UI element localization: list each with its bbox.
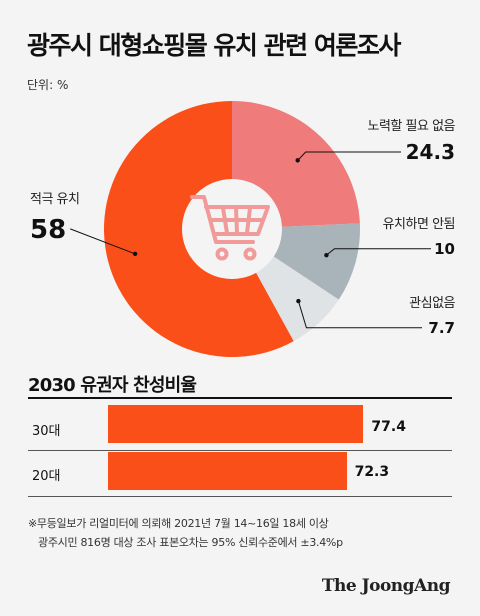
donut-hole	[182, 179, 282, 279]
brand-logo: The JoongAng	[321, 576, 451, 596]
callout-leader-line	[70, 228, 136, 255]
footnote-line-2: 광주시민 816명 대상 조사 표본오차는 95% 신뢰수준에서 ±3.4%p	[38, 536, 343, 549]
slice-value: 24.3	[406, 140, 455, 164]
bar-value-label: 72.3	[354, 464, 390, 480]
slice-label: 적극 유치	[30, 192, 79, 207]
row-divider	[28, 450, 452, 451]
row-divider	[28, 496, 452, 497]
unit-label: 단위: %	[27, 78, 69, 92]
slice-label: 노력할 필요 없음	[368, 119, 456, 134]
bar-20s	[108, 452, 347, 490]
bar-category-label: 20대	[32, 469, 61, 484]
callout-dot	[296, 298, 301, 304]
bar-chart-top-rule	[28, 397, 452, 399]
donut-chart: 노력할 필요 없음 24.3 유치하면 안됨 10 관심없음 7.7 적극 유치 58	[30, 101, 456, 357]
shopping-cart-icon	[190, 195, 270, 261]
bar-30s	[108, 405, 364, 443]
bar-chart-title: 2030 유권자 찬성비율	[28, 375, 197, 396]
slice-value: 58	[30, 215, 66, 245]
slice-value: 10	[434, 240, 455, 258]
footnote: ※무등일보가 리얼미터에 의뢰해 2021년 7월 14~16일 18세 이상 …	[28, 514, 343, 552]
bar-category-label: 30대	[32, 424, 61, 439]
chart-title: 광주시 대형쇼핑몰 유치 관련 여론조사	[27, 31, 401, 60]
callout-leader-line	[297, 300, 422, 329]
slice-value: 7.7	[428, 319, 455, 337]
callout-leader-line	[326, 248, 431, 256]
callout-leader-line	[297, 151, 401, 161]
slice-label: 유치하면 안됨	[383, 217, 455, 232]
slice-label: 관심없음	[409, 296, 455, 311]
footnote-line-1: ※무등일보가 리얼미터에 의뢰해 2021년 7월 14~16일 18세 이상	[28, 517, 329, 530]
bar-value-label: 77.4	[371, 419, 406, 435]
